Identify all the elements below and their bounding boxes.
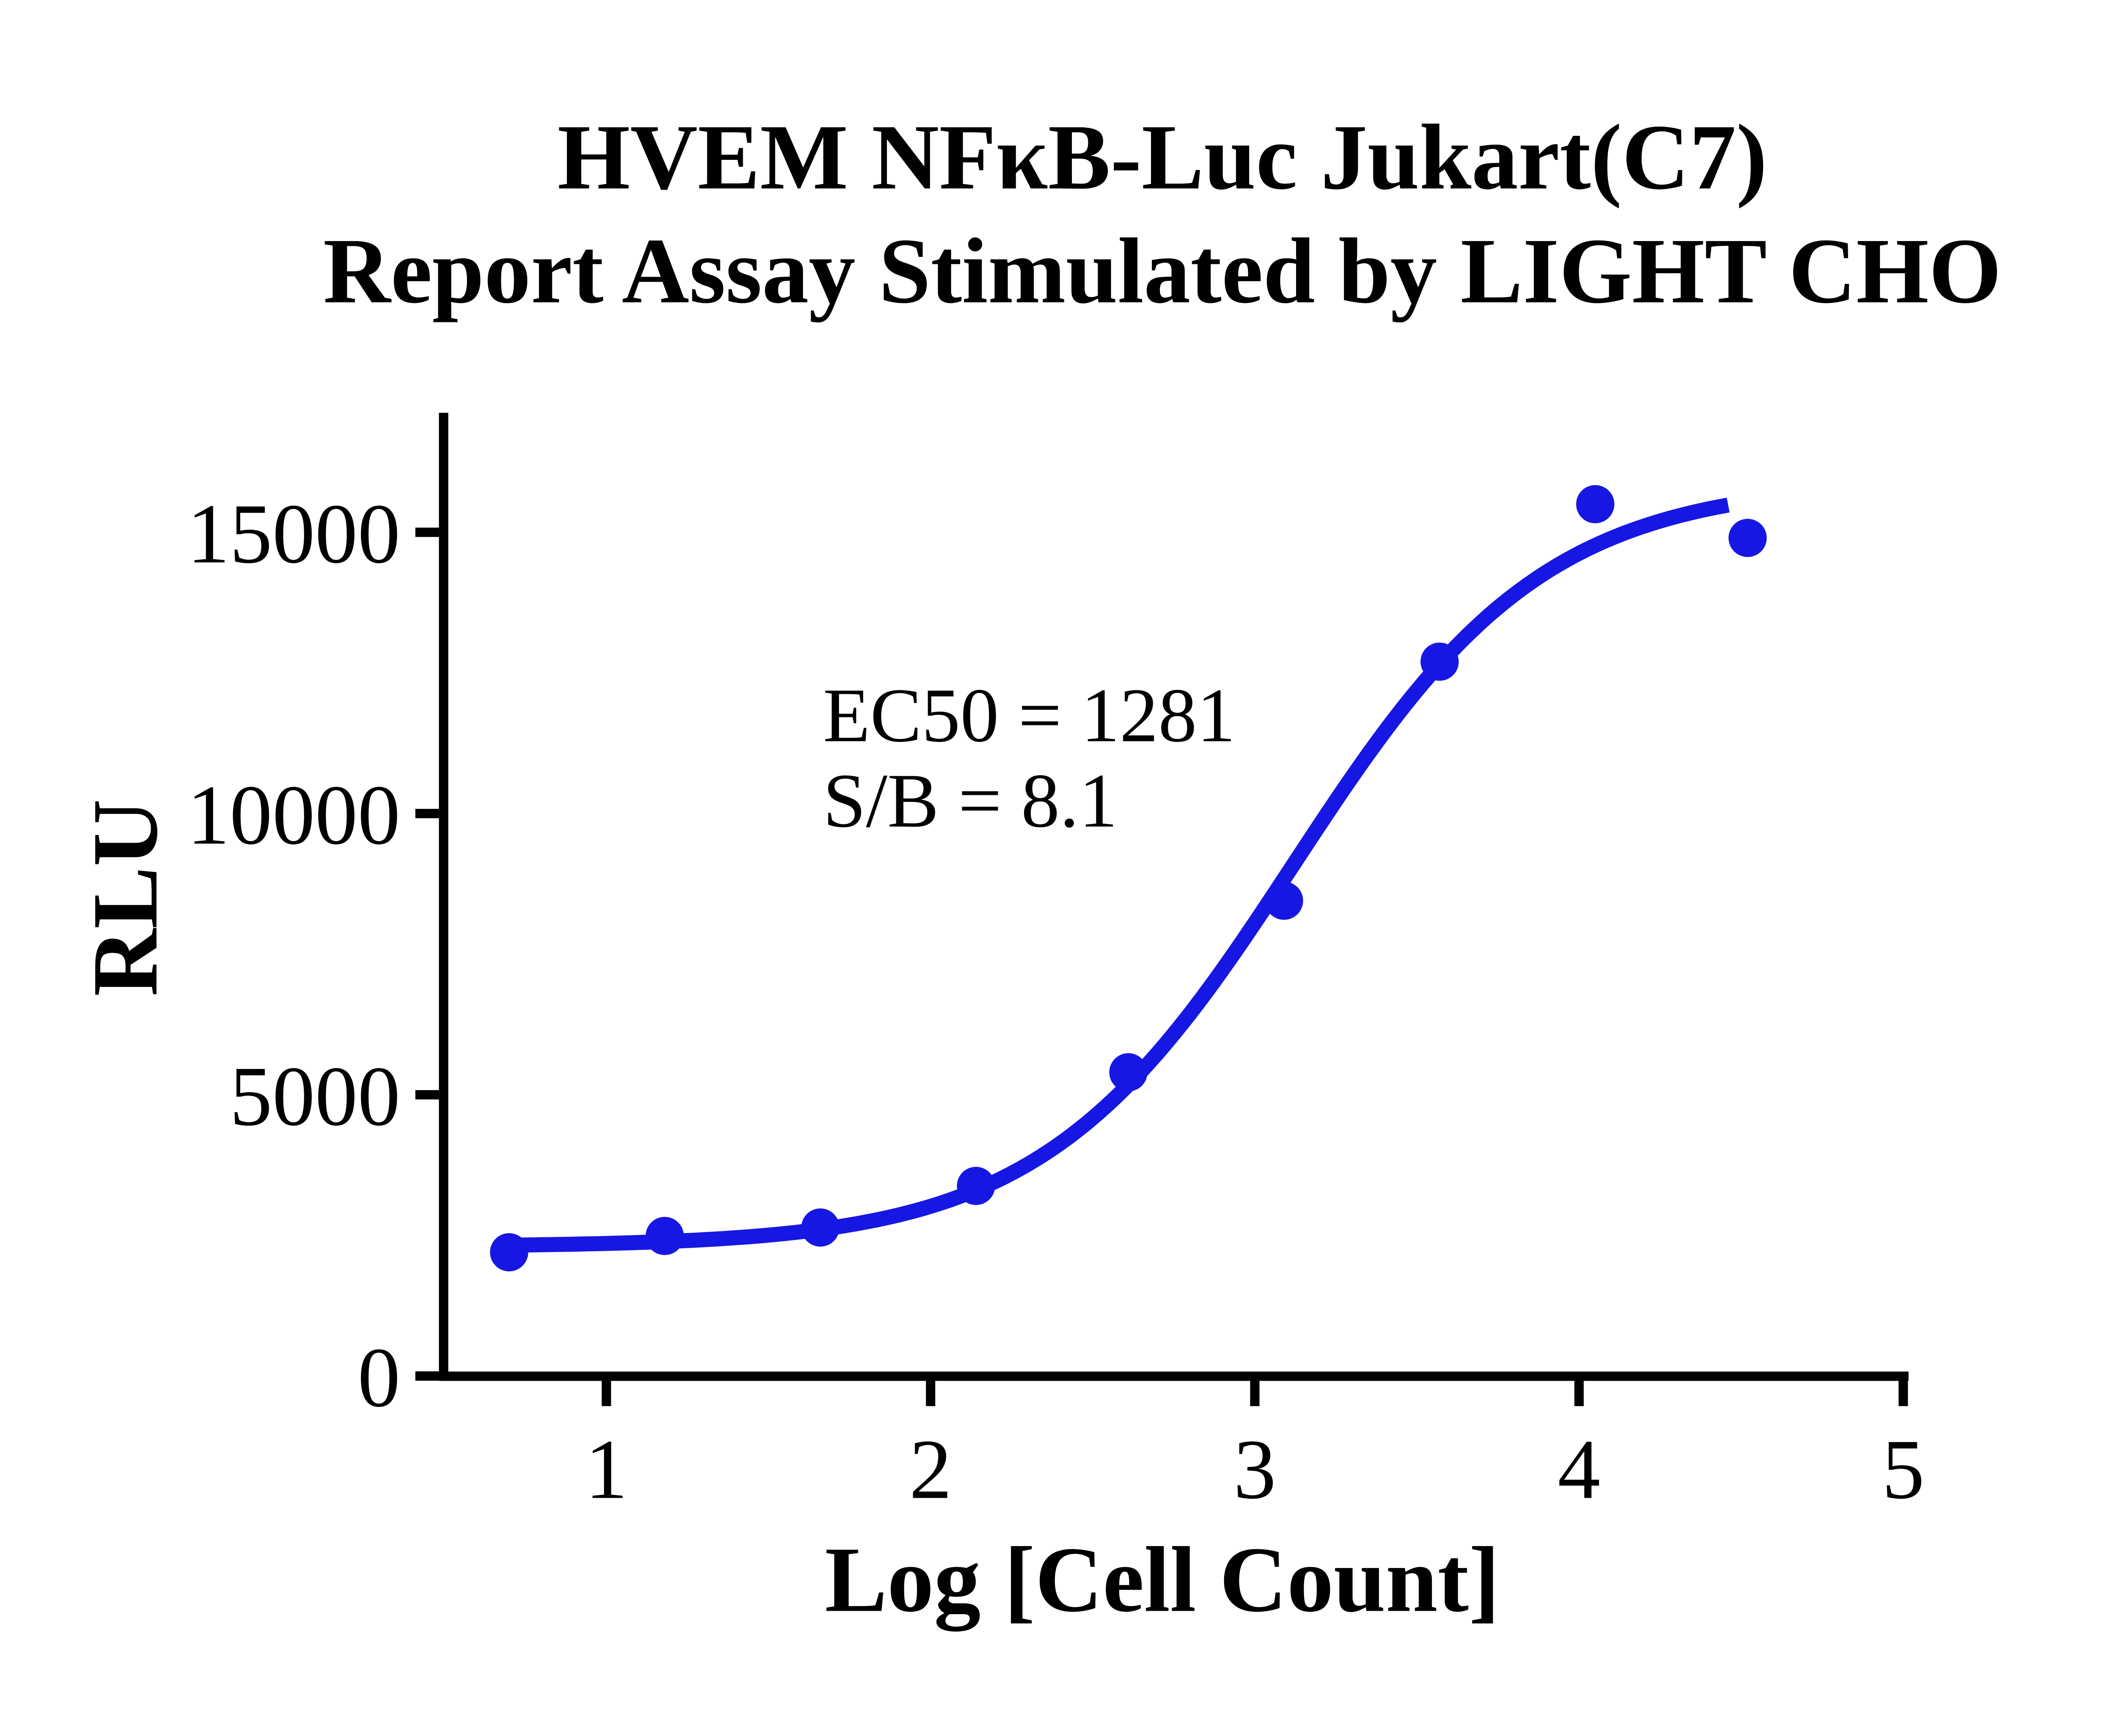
- data-point: [645, 1217, 684, 1255]
- y-axis-line: [439, 412, 448, 1381]
- x-axis-label: Log [Cell Count]: [825, 1527, 1500, 1632]
- data-point: [1109, 1053, 1148, 1092]
- x-tick-mark: [926, 1380, 936, 1406]
- chart-title-line2: Report Assay Stimulated by LIGHT CHO: [323, 219, 2002, 323]
- data-point: [1265, 882, 1303, 920]
- fit-curve: [501, 497, 1730, 1253]
- x-tick-mark: [1898, 1380, 1908, 1406]
- x-tick-mark: [602, 1380, 611, 1406]
- x-tick-label: 2: [909, 1422, 952, 1516]
- chart-title-line1: HVEM NFκB-Luc Jukart(C7): [558, 105, 1767, 209]
- data-point: [1576, 485, 1615, 524]
- x-tick-label: 5: [1882, 1422, 1925, 1516]
- data-points-layer: [490, 485, 1767, 1272]
- fit-curve-layer: [501, 497, 1730, 1253]
- x-tick-label: 1: [585, 1422, 628, 1516]
- y-tick-label: 5000: [230, 1049, 400, 1143]
- x-tick-label: 4: [1558, 1422, 1601, 1516]
- data-point: [490, 1233, 528, 1272]
- y-tick-label: 15000: [187, 486, 400, 581]
- y-tick-label: 10000: [187, 767, 400, 862]
- data-point: [1728, 519, 1767, 557]
- y-axis-label: RLU: [73, 799, 177, 997]
- y-tick-mark: [415, 809, 439, 819]
- y-tick-mark: [415, 1371, 439, 1381]
- annotation-ec50: EC50 = 1281: [823, 673, 1236, 758]
- y-tick-mark: [415, 527, 439, 537]
- data-point: [1420, 643, 1459, 681]
- data-point: [957, 1167, 995, 1205]
- data-point: [801, 1208, 840, 1247]
- x-tick-mark: [1250, 1380, 1260, 1406]
- x-tick-label: 3: [1233, 1422, 1276, 1516]
- x-tick-mark: [1574, 1380, 1584, 1406]
- y-tick-label: 0: [358, 1330, 401, 1425]
- y-tick-mark: [415, 1090, 439, 1100]
- x-axis-line: [439, 1371, 1909, 1381]
- annotation-sb: S/B = 8.1: [823, 758, 1118, 843]
- axis-ticks: 1 2 3 4 5 0 5000 10000 15000: [187, 486, 1925, 1516]
